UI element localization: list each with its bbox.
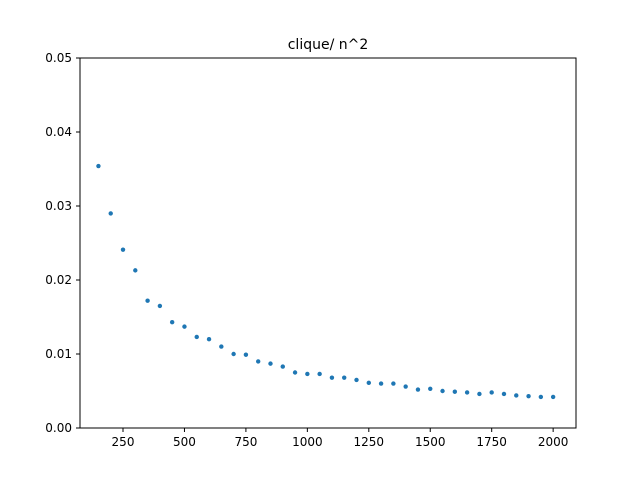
data-point [452,389,458,394]
data-point [550,394,556,400]
data-point [403,384,408,389]
axis-ticks: 250 500 750 1000 1250 1500 1750 2000 0.00 0.01 0.0… [45,51,568,449]
y-tick-label: 0.04 [45,125,72,139]
data-point [268,361,273,366]
y-tick-label: 0.03 [45,199,72,213]
data-point [477,391,482,397]
x-tick-label: 250 [112,435,135,449]
plot-area-frame [79,57,577,429]
y-tick-label: 0.02 [45,273,72,287]
data-point [342,375,347,380]
data-point [440,388,445,394]
data-point [305,371,310,377]
data-point [231,351,236,357]
x-tick-label: 1750 [476,435,507,449]
y-tick-label: 0.00 [45,421,72,435]
data-point [526,393,531,399]
data-point [415,387,421,392]
x-tick-label: 2000 [538,435,569,449]
data-point [219,344,224,349]
data-point [256,359,261,364]
data-point [206,337,212,342]
data-point [120,247,126,252]
data-point [538,394,544,400]
data-point [514,393,519,398]
chart-title: clique/ n^2 [288,37,369,53]
data-point [194,334,199,340]
x-tick-label: 1250 [354,435,385,449]
data-point [157,303,163,309]
data-point [428,386,433,391]
x-tick-label: 1000 [292,435,323,449]
data-point [243,352,249,357]
data-point [280,364,285,369]
data-point [108,211,113,216]
x-tick-label: 1500 [415,435,446,449]
data-point [366,380,371,386]
data-point [133,268,138,273]
y-tick-label: 0.05 [45,51,72,65]
data-point [464,390,470,395]
data-point [169,319,175,325]
x-tick-label: 500 [173,435,196,449]
data-point [182,324,187,329]
data-point [501,391,507,397]
data-point [378,381,384,386]
data-points [96,163,556,400]
x-tick-label: 750 [234,435,257,449]
data-point [96,163,101,169]
data-point [317,371,322,377]
data-point [145,298,150,303]
y-tick-label: 0.01 [45,347,72,361]
data-point [489,390,494,395]
data-point [354,377,359,383]
data-point [292,370,298,375]
data-point [391,381,396,386]
data-point [329,375,335,380]
